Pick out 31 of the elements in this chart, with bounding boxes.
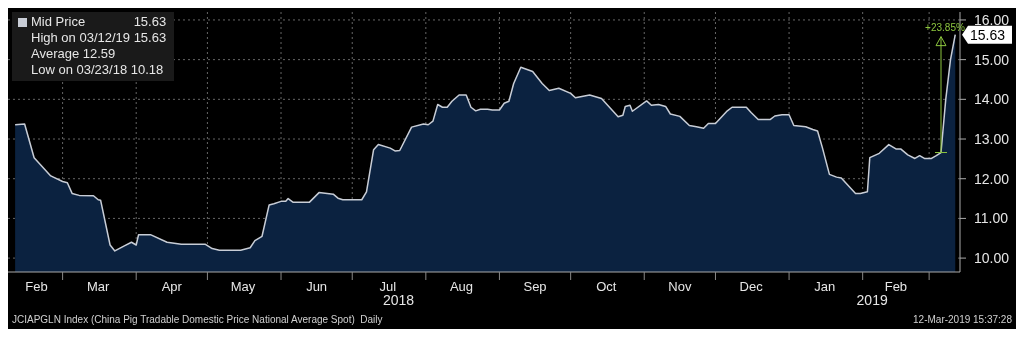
y-tick-label: 16.00 (974, 11, 1010, 28)
legend-label: Mid Price (31, 14, 87, 30)
x-tick-label: Sep (523, 279, 547, 294)
x-tick-label: Jun (306, 279, 328, 294)
x-tick-label: Aug (449, 279, 474, 294)
x-tick-label: Apr (161, 279, 183, 294)
x-tick-label: Jul (379, 279, 397, 294)
y-tick-label: 10.00 (974, 250, 1010, 267)
x-tick-label: Mar (87, 279, 111, 294)
y-tick-label: 15.00 (974, 51, 1010, 68)
y-tick-label: 13.00 (974, 131, 1010, 148)
text: 2019 (856, 292, 888, 308)
text: 2018 (382, 292, 415, 308)
text: JCIAPGLN Index (China Pig Tradable Domestic Price National Average Spot) Daily (12, 314, 383, 325)
x-tick-label: Feb (884, 279, 908, 294)
text: 12-Mar-2019 15:37:28 (913, 314, 1012, 325)
x-tick-label: May (230, 279, 256, 294)
x-tick-label: Nov (668, 279, 692, 294)
annotation: High on 03/12/19 15.63 (30, 30, 167, 46)
x-tick-label: Dec (739, 279, 764, 294)
x-tick-label: Jan (814, 279, 836, 294)
y-tick-label: 14.00 (974, 91, 1010, 108)
x-tick-label: Oct (596, 279, 617, 294)
y-tick-label: 12.00 (974, 170, 1010, 187)
y-tick-label: 11.00 (974, 210, 1009, 227)
annotation: +23.85% (925, 21, 965, 33)
x-tick-label: Feb (25, 279, 48, 294)
annotation: Average 12.59 (30, 46, 117, 62)
data-label: 15.63 (970, 26, 1006, 43)
annotation: Low on 03/23/18 10.18 (30, 62, 165, 78)
text: 15.63 (133, 14, 167, 29)
